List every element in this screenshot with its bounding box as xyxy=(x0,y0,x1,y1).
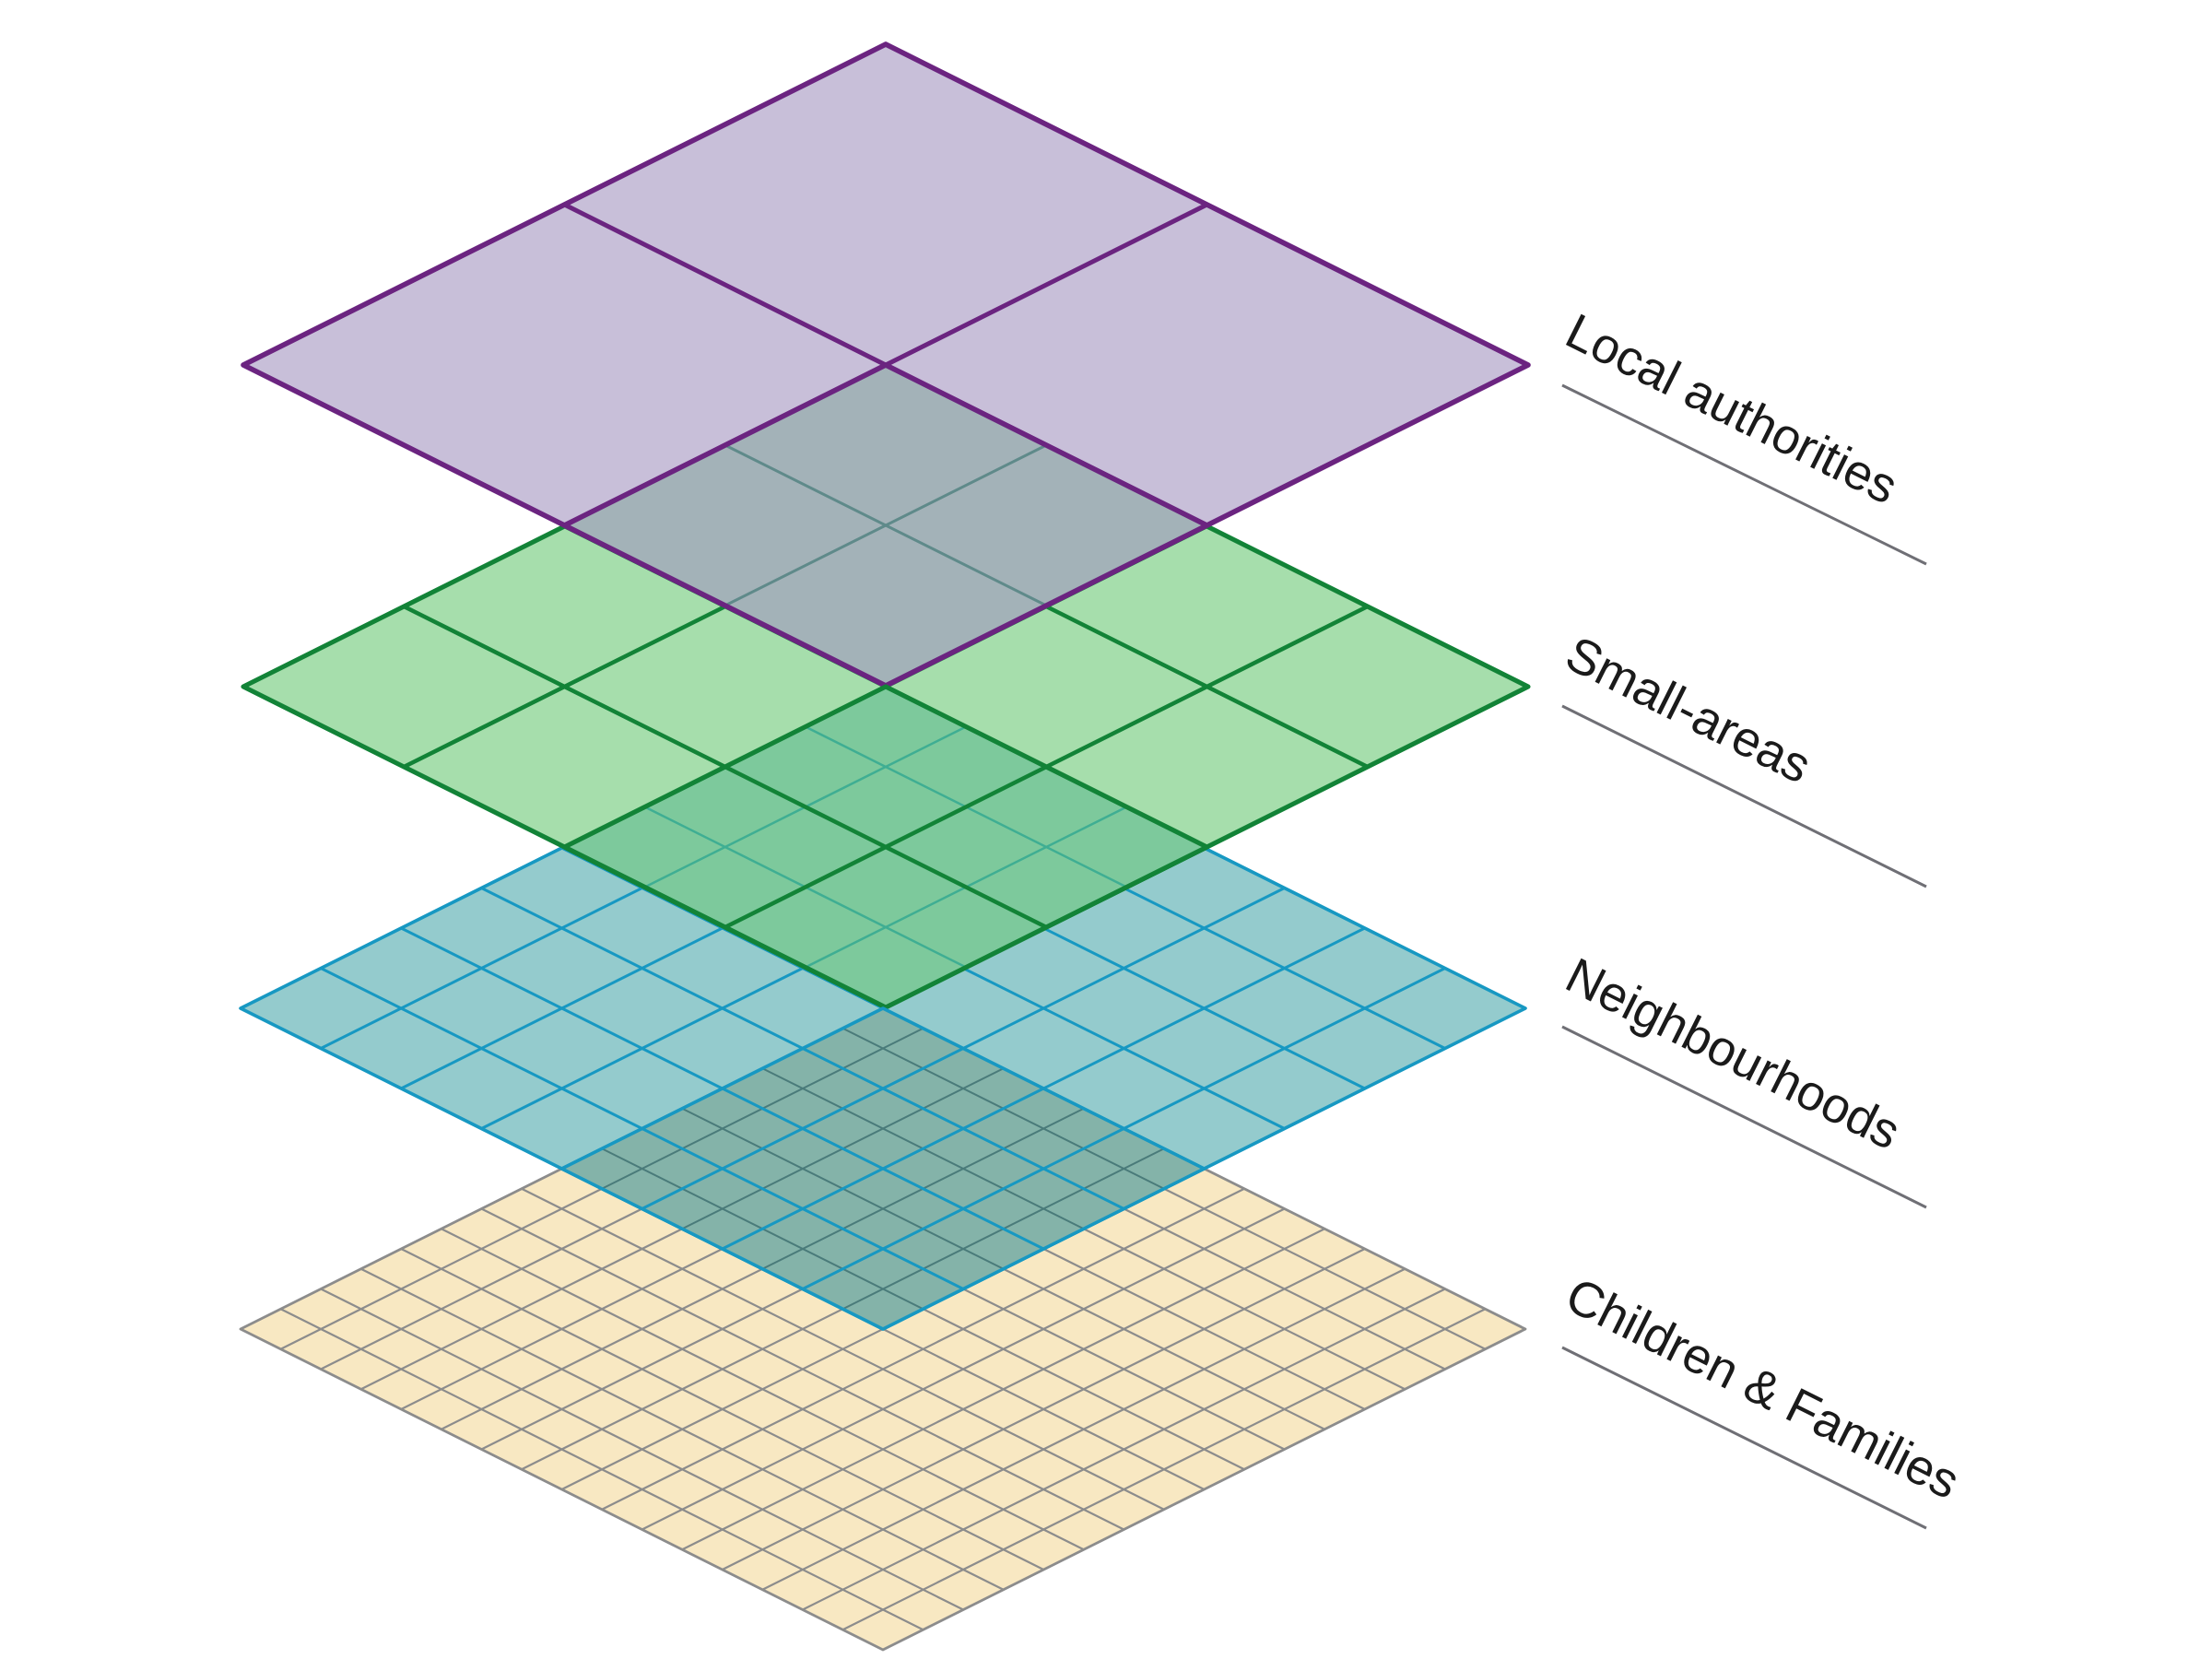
overlap-own-neighbourhoods-gridline xyxy=(722,1087,1044,1251)
layer-children-families-gridline xyxy=(761,1267,1406,1591)
layer-label-children-families: Children & Families xyxy=(1558,1267,1969,1510)
layer-children-families-gridline xyxy=(802,1288,1446,1611)
layer-children-families-gridline xyxy=(722,1248,1366,1571)
layer-children-families-gridline xyxy=(360,1267,1005,1591)
layer-children-families-gridline xyxy=(320,1288,964,1611)
overlap-own-neighbourhoods-gridline xyxy=(641,1127,964,1290)
label-local-authorities: Local authorities xyxy=(1558,303,1927,566)
overlap-regions xyxy=(559,362,1210,1331)
layer-children-families-gridline xyxy=(681,1228,1325,1551)
label-neighbourhoods: Neighbourhoods xyxy=(1558,947,1927,1209)
overlap-own-neighbourhoods-gridline xyxy=(802,1127,1125,1290)
layer-children-families-gridline xyxy=(841,1308,1486,1631)
overlap-own-small-areas-gridline xyxy=(724,764,1048,930)
label-children-families: Children & Families xyxy=(1558,1267,1969,1530)
layer-children-families-gridline xyxy=(280,1308,924,1631)
leader-line-neighbourhoods xyxy=(1561,1025,1927,1209)
leader-line-local-authorities xyxy=(1561,383,1927,566)
layer-children-families-gridline xyxy=(480,1207,1124,1531)
layer-children-families-gridline xyxy=(521,1187,1165,1511)
overlap-local-authorities-gridline xyxy=(724,443,1047,607)
layer-label-neighbourhoods: Neighbourhoods xyxy=(1558,947,1909,1160)
layer-children-families-gridline xyxy=(641,1207,1286,1531)
label-small-areas: Small-areas xyxy=(1558,626,1927,888)
overlap-outline-neighbourhoods xyxy=(559,1006,1206,1331)
layer-labels: Local authorities Small-areas Neighbourh… xyxy=(1558,303,1969,1530)
leader-line-small-areas xyxy=(1561,704,1927,888)
overlap-outline-small-areas xyxy=(561,684,1210,1010)
overlap-small-areas xyxy=(561,684,1210,1010)
layer-children-families-gridline xyxy=(601,1187,1245,1511)
overlap-neighbourhoods xyxy=(559,1006,1206,1331)
layer-outline-children-families xyxy=(239,1006,1527,1652)
layer-children-families-gridline xyxy=(441,1228,1085,1551)
leader-line-children-families xyxy=(1561,1346,1927,1530)
layer-children-families-gridline xyxy=(400,1248,1044,1571)
